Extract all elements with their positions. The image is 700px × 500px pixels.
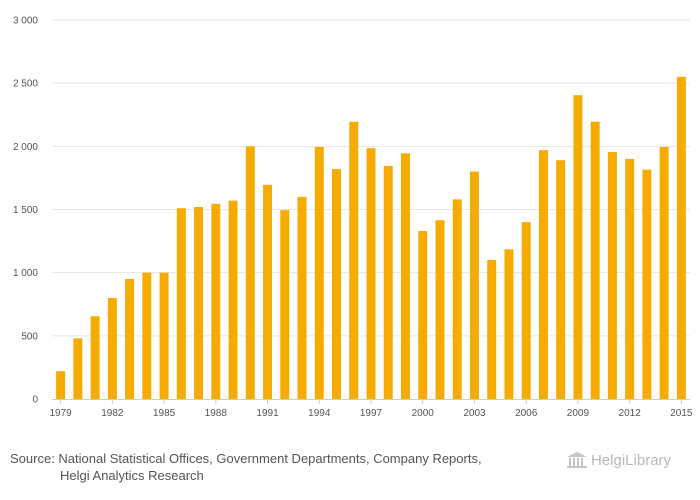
x-tick-label: 2003: [463, 408, 486, 419]
bar-2015: [676, 76, 686, 399]
x-tick-label: 1982: [101, 408, 124, 419]
y-tick-label: 2 000: [13, 142, 38, 153]
x-tick-label: 1994: [308, 408, 331, 419]
bar-1985: [159, 272, 169, 399]
x-tick-label: 2012: [619, 408, 642, 419]
bar-1982: [107, 297, 117, 399]
bar-1999: [401, 153, 410, 399]
bar-2002: [452, 199, 462, 399]
bar-1979: [56, 371, 66, 399]
bar-1996: [349, 121, 359, 399]
source-line-1: Source: National Statistical Offices, Go…: [10, 451, 482, 466]
y-tick-label: 2 500: [13, 79, 38, 90]
bar-1992: [280, 210, 290, 399]
bar-1995: [332, 169, 341, 399]
bar-2001: [435, 220, 445, 399]
bar-2004: [487, 260, 497, 399]
y-axis-tick-labels: 0 500 1 000 1 500 2 000 2 500 3 000: [13, 16, 38, 406]
bar-1986: [176, 208, 186, 399]
bar-2003: [469, 171, 479, 399]
bar-2006: [521, 222, 531, 399]
library-columns-icon: [567, 452, 587, 468]
bar-1983: [125, 278, 135, 399]
bar-2000: [418, 230, 428, 399]
y-tick-label: 3 000: [13, 16, 38, 27]
x-tick-label: 2006: [515, 408, 538, 419]
bar-2009: [573, 95, 583, 399]
helgi-library-logo: HelgiLibrary: [566, 448, 671, 472]
bar-2007: [538, 150, 548, 399]
y-tick-label: 1 000: [13, 268, 38, 279]
bar-1989: [228, 200, 238, 399]
bar-2005: [504, 249, 514, 399]
bar-1980: [73, 338, 83, 399]
bar-1991: [263, 184, 273, 399]
source-note: Source: National Statistical Offices, Go…: [10, 450, 482, 484]
bar-1998: [383, 165, 393, 399]
bar-1994: [314, 146, 324, 399]
bar-series: [56, 76, 686, 399]
x-tick-label: 2009: [567, 408, 590, 419]
bar-1981: [90, 316, 100, 399]
bar-2008: [556, 160, 566, 399]
y-tick-label: 1 500: [13, 205, 38, 216]
bar-2011: [607, 152, 617, 399]
x-axis-ticks: 1979 1982 1985 1988 1991 1994 1997 2000 2003 2006…: [49, 399, 693, 419]
x-tick-label: 1979: [49, 408, 72, 419]
source-line-2: Helgi Analytics Research: [60, 468, 204, 483]
y-tick-label: 500: [21, 331, 38, 342]
bar-1984: [142, 272, 152, 399]
bar-2014: [659, 146, 669, 399]
x-tick-label: 1988: [205, 408, 228, 419]
bar-1987: [194, 206, 204, 399]
x-tick-label: 1985: [153, 408, 176, 419]
bar-1988: [211, 203, 221, 399]
x-tick-label: 1997: [360, 408, 383, 419]
bar-2010: [590, 121, 600, 399]
logo-text: HelgiLibrary: [591, 451, 672, 469]
bar-1993: [297, 196, 307, 399]
x-tick-label: 1991: [256, 408, 279, 419]
bar-1997: [366, 148, 376, 399]
bar-2012: [625, 158, 635, 399]
x-tick-label: 2000: [412, 408, 435, 419]
y-tick-label: 0: [32, 395, 38, 406]
bar-2013: [642, 169, 652, 399]
bar-1990: [245, 146, 255, 399]
x-tick-label: 2015: [670, 408, 693, 419]
